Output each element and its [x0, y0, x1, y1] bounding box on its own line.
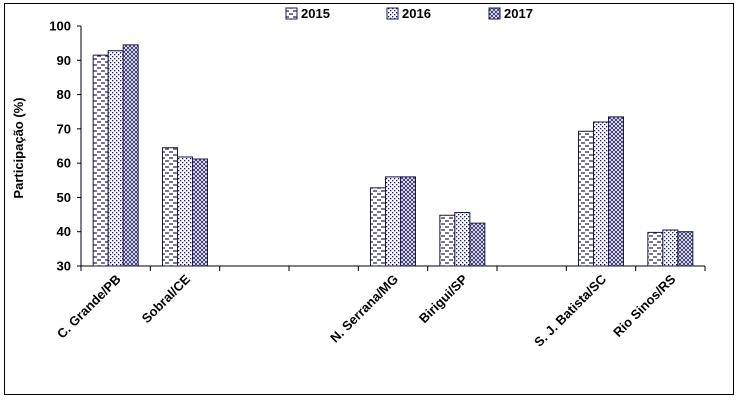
bar-2017 [677, 231, 694, 267]
bar-2015 [162, 147, 178, 267]
bar-2015 [92, 54, 109, 267]
x-category-label: S. J. Batista/SC [531, 271, 609, 349]
bar-2015 [370, 187, 386, 267]
x-category-label: Rio Sinos/RS [610, 271, 679, 340]
bar-2017 [608, 116, 624, 267]
y-axis-label: Participação (%) [11, 97, 26, 198]
legend-label: 2016 [402, 6, 431, 21]
x-category-label: Birigui/SP [416, 271, 471, 326]
legend-label: 2015 [301, 6, 330, 21]
legend-swatch-2015 [285, 7, 298, 20]
legend-label: 2017 [504, 6, 533, 21]
bar-2016 [454, 212, 471, 267]
x-category-label: Sobral/CE [139, 271, 194, 326]
bar-2015 [439, 214, 456, 267]
bars [92, 44, 694, 267]
bar-2017 [122, 44, 139, 267]
bar-2016 [662, 229, 679, 267]
y-tick-label: 30 [57, 259, 71, 274]
bar-2017 [469, 222, 486, 267]
chart-frame [4, 3, 734, 395]
y-tick-label: 100 [49, 19, 71, 34]
y-tick-label: 80 [57, 87, 71, 102]
bar-2017 [400, 176, 416, 267]
y-tick-label: 50 [57, 190, 71, 205]
x-category-label: N. Serrana/MG [327, 272, 401, 346]
bar-2016 [177, 156, 193, 267]
legend: 2015 2016 2017 [285, 6, 533, 21]
category-labels: C. Grande/PB Sobral/CE N. Serrana/MG Birigu… [54, 271, 679, 349]
x-category-label: C. Grande/PB [54, 272, 124, 342]
y-tick-label: 60 [57, 156, 71, 171]
y-tick-label: 90 [57, 53, 71, 68]
bar-2015 [578, 130, 594, 267]
legend-swatch-2017 [488, 7, 501, 20]
bar-2016 [385, 176, 401, 267]
bar-2016 [107, 50, 124, 267]
y-tick-label: 70 [57, 121, 71, 136]
axes: 30 40 50 60 70 80 90 100 [49, 19, 706, 274]
bar-2016 [593, 121, 609, 267]
legend-swatch-2016 [386, 7, 399, 20]
bar-2017 [192, 158, 208, 267]
y-tick-label: 40 [57, 224, 71, 239]
bar-2015 [647, 231, 664, 267]
